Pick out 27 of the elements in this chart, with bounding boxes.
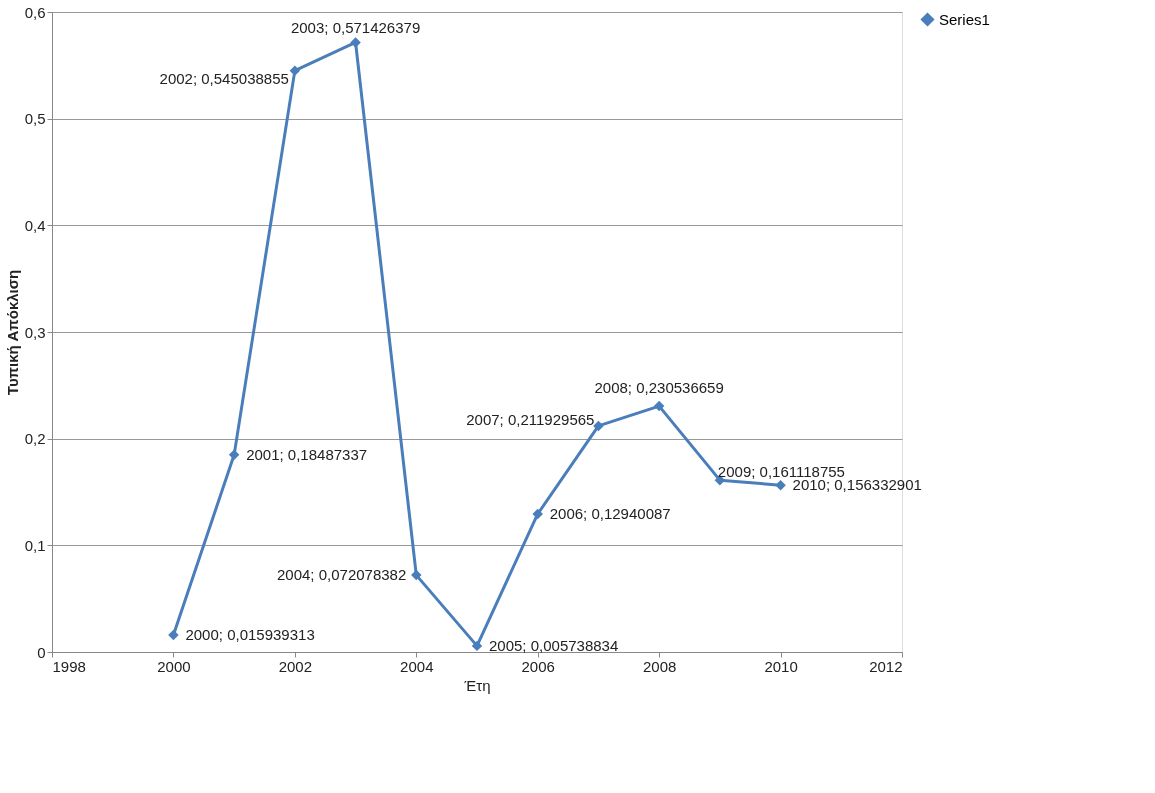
- x-tick-label: 2000: [157, 657, 191, 675]
- y-tick-label: 0,1: [24, 536, 46, 554]
- data-label: 2001; 0,18487337: [246, 445, 368, 463]
- y-tick-label: 0,2: [24, 430, 46, 448]
- data-label: 2008; 0,230536659: [594, 379, 724, 397]
- y-tick-label: 0,5: [24, 110, 46, 128]
- y-tick-label: 0,3: [24, 323, 46, 341]
- x-tick-label: 2004: [400, 657, 434, 675]
- y-tick-label: 0,4: [24, 216, 46, 234]
- y-axis-title: Τυπική Απόκλιση: [3, 269, 21, 396]
- x-tick-label: 2008: [642, 657, 677, 675]
- data-label: 2004; 0,072078382: [276, 566, 407, 584]
- legend-label: Series1: [939, 10, 990, 28]
- data-label: 2002; 0,545038855: [159, 69, 289, 87]
- x-tick-label: 2002: [278, 657, 313, 675]
- x-tick-label: 2010: [764, 657, 798, 675]
- y-tick-label: 0,6: [24, 3, 46, 21]
- y-tick-label: 0: [37, 643, 46, 661]
- x-axis-title: Έτη: [463, 676, 491, 694]
- data-label: 2007; 0,211929565: [466, 410, 595, 428]
- data-label: 2003; 0,571426379: [290, 19, 421, 37]
- x-tick-label: 1998: [52, 657, 86, 675]
- data-label: 2000; 0,015939313: [185, 626, 315, 643]
- x-tick-label: 2006: [521, 657, 555, 675]
- x-tick-label: 2012: [869, 657, 903, 675]
- data-label: 2005; 0,005738834: [489, 636, 619, 654]
- data-label: 2006; 0,12940087: [549, 504, 671, 522]
